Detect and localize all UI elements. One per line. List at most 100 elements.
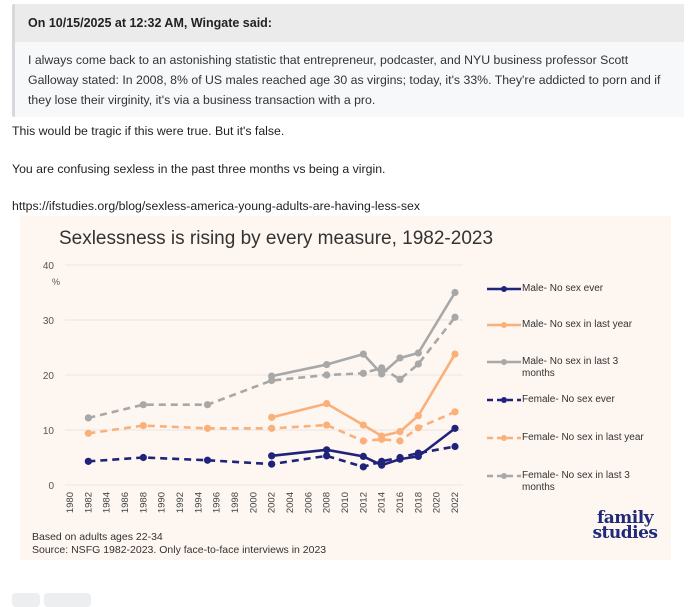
data-point — [451, 424, 459, 432]
data-point — [378, 364, 386, 372]
data-point — [451, 350, 459, 358]
data-point — [139, 422, 147, 430]
series-line — [271, 291, 457, 378]
legend-swatch-marker — [501, 435, 507, 441]
reply-text-1: This would be tragic if this were true. … — [12, 124, 285, 138]
x-tick-label: 2020 — [432, 492, 443, 513]
x-tick-label: 2002 — [267, 492, 278, 513]
x-tick-label: 2010 — [340, 492, 351, 513]
reply-link[interactable]: https://ifstudies.org/blog/sexless-ameri… — [12, 199, 421, 213]
legend-item: Female- No sex in last 3 months — [522, 470, 630, 494]
series-2 — [268, 288, 459, 380]
series-0 — [268, 424, 459, 469]
data-point — [323, 446, 331, 454]
legend-item: Female- No sex ever — [522, 394, 615, 406]
x-tick-label: 1982 — [83, 492, 94, 513]
x-tick-label: 1984 — [102, 492, 113, 513]
x-tick-label: 1986 — [120, 492, 131, 513]
data-point — [139, 401, 147, 409]
legend-swatch-marker — [501, 473, 507, 479]
x-tick-label: 2012 — [358, 492, 369, 513]
x-tick-label: 2022 — [450, 492, 461, 513]
data-point — [359, 437, 367, 445]
data-point — [268, 424, 276, 432]
quote-header: On 10/15/2025 at 12:32 AM, Wingate said: — [15, 4, 684, 42]
reply-text-2: You are confusing sexless in the past th… — [12, 162, 386, 176]
series-3 — [84, 442, 459, 471]
series-line — [88, 445, 456, 469]
x-tick-label: 2014 — [377, 492, 388, 513]
data-point — [451, 442, 459, 451]
logo-line-2: studies — [592, 523, 658, 543]
data-point — [359, 463, 367, 471]
y-tick-label: 10 — [43, 426, 55, 437]
legend-item: Male- No sex in last year — [522, 319, 632, 331]
y-tick-label: 20 — [43, 371, 55, 382]
data-point — [203, 424, 212, 432]
data-point — [378, 370, 386, 378]
legend-item: Male- No sex in last 3 months — [522, 356, 618, 380]
x-tick-label: 2008 — [322, 492, 333, 513]
data-point — [323, 452, 331, 460]
data-point — [84, 457, 92, 465]
data-point — [378, 457, 386, 465]
x-tick-label: 1996 — [212, 492, 223, 513]
data-point — [414, 349, 422, 357]
x-tick-label: 1994 — [193, 492, 204, 513]
legend-label: Female- No sex in last 3 — [522, 470, 630, 481]
legend-label: Male- No sex in last 3 — [522, 356, 619, 367]
data-point — [323, 421, 331, 429]
data-point — [323, 360, 331, 369]
data-point — [323, 371, 331, 379]
data-point — [414, 424, 422, 432]
series-line — [88, 410, 456, 443]
logo-line-1: family — [596, 508, 654, 528]
data-point — [268, 413, 276, 421]
legend-label: Male- No sex ever — [522, 283, 604, 294]
data-point — [84, 429, 92, 437]
data-point — [359, 350, 367, 358]
quote-body: I always come back to an astonishing sta… — [28, 53, 661, 107]
legend-swatch-marker — [501, 322, 507, 328]
quote-block: On 10/15/2025 at 12:32 AM, Wingate said:… — [12, 4, 684, 117]
series-line — [88, 316, 457, 420]
legend-label: Female- No sex ever — [522, 394, 615, 405]
family-studies-logo: family studies — [585, 508, 665, 543]
chart-footnote-1: Based on adults ages 22-34 — [32, 531, 163, 543]
data-point — [451, 408, 459, 416]
legend-item: Male- No sex ever — [522, 283, 603, 295]
data-point — [359, 421, 367, 429]
data-point — [414, 412, 422, 420]
data-point — [268, 376, 276, 385]
reaction-button[interactable] — [12, 593, 40, 607]
x-tick-label: 1992 — [175, 492, 186, 513]
data-point — [268, 452, 276, 460]
chart-footnote-2: Source: NSFG 1982-2023. Only face-to-fac… — [32, 544, 327, 556]
legend-label: Male- No sex in last year — [522, 319, 633, 330]
data-point — [451, 313, 459, 321]
x-tick-label: 2000 — [248, 492, 259, 513]
data-point — [203, 401, 212, 409]
legend-swatch-marker — [501, 359, 507, 365]
y-tick-label: 0 — [48, 481, 54, 492]
data-point — [139, 453, 147, 462]
x-tick-label: 1980 — [65, 492, 76, 513]
series-5 — [84, 313, 459, 422]
quote-button[interactable] — [44, 593, 91, 607]
data-point — [203, 456, 212, 464]
data-point — [359, 452, 367, 460]
data-point — [323, 400, 331, 408]
x-tick-label: 2018 — [413, 492, 424, 513]
y-axis-unit: % — [52, 277, 60, 287]
legend-label-cont: months — [522, 368, 555, 379]
legend-item: Female- No sex in last year — [522, 432, 644, 444]
y-tick-label: 30 — [43, 316, 55, 327]
data-point — [396, 453, 404, 462]
data-point — [414, 449, 422, 457]
x-tick-label: 2004 — [285, 492, 296, 513]
legend-label: Female- No sex in last year — [522, 432, 644, 443]
chart-title: Sexlessness is rising by every measure, … — [59, 228, 493, 249]
y-tick-label: 40 — [43, 261, 55, 272]
data-point — [396, 437, 404, 445]
